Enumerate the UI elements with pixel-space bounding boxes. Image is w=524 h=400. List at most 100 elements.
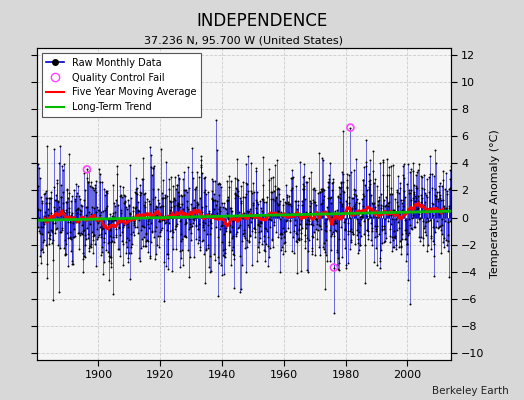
Point	[88, 204, 96, 210]
Point	[227, 205, 235, 212]
Point	[248, 214, 257, 220]
Point	[328, 187, 336, 193]
Point	[174, 193, 183, 199]
Point	[193, 169, 202, 176]
Point	[79, 228, 87, 234]
Point	[174, 203, 182, 210]
Point	[344, 231, 353, 237]
Point	[172, 202, 181, 208]
Point	[155, 218, 163, 224]
Point	[44, 212, 52, 218]
Point	[217, 239, 226, 246]
Point	[314, 244, 323, 250]
Point	[183, 204, 192, 210]
Point	[433, 218, 441, 224]
Point	[107, 254, 116, 260]
Point	[394, 219, 402, 226]
Point	[368, 225, 377, 231]
Point	[176, 218, 184, 224]
Point	[333, 247, 342, 253]
Point	[70, 216, 79, 223]
Point	[200, 251, 208, 257]
Point	[260, 232, 268, 239]
Point	[301, 244, 309, 251]
Point	[367, 192, 375, 198]
Point	[323, 195, 332, 202]
Point	[291, 198, 299, 205]
Point	[396, 238, 404, 244]
Point	[130, 224, 139, 230]
Point	[309, 222, 317, 228]
Point	[374, 210, 383, 216]
Point	[344, 194, 353, 200]
Point	[119, 262, 127, 268]
Point	[292, 230, 300, 236]
Point	[131, 204, 139, 211]
Point	[439, 239, 447, 245]
Point	[59, 207, 67, 213]
Point	[202, 203, 211, 209]
Point	[119, 224, 128, 230]
Point	[48, 228, 56, 234]
Point	[280, 228, 288, 235]
Point	[276, 268, 284, 275]
Point	[297, 236, 305, 242]
Point	[376, 264, 384, 271]
Point	[241, 194, 249, 200]
Point	[68, 192, 77, 199]
Point	[320, 246, 329, 252]
Point	[354, 236, 363, 242]
Point	[364, 232, 372, 238]
Point	[261, 257, 269, 264]
Point	[111, 202, 119, 209]
Point	[179, 176, 188, 182]
Point	[393, 199, 401, 205]
Point	[135, 214, 143, 220]
Point	[261, 213, 269, 219]
Point	[118, 183, 127, 190]
Point	[324, 179, 332, 185]
Point	[289, 212, 298, 219]
Point	[243, 236, 252, 243]
Point	[133, 190, 141, 197]
Point	[57, 194, 66, 200]
Point	[367, 214, 376, 220]
Point	[333, 207, 341, 214]
Point	[79, 196, 88, 203]
Point	[69, 186, 78, 193]
Point	[209, 178, 217, 184]
Point	[397, 251, 405, 257]
Point	[110, 200, 118, 206]
Point	[341, 227, 349, 234]
Point	[282, 217, 291, 223]
Point	[177, 254, 185, 261]
Point	[244, 188, 253, 194]
Point	[316, 252, 324, 258]
Point	[179, 262, 187, 268]
Point	[370, 203, 379, 210]
Point	[374, 202, 382, 209]
Point	[282, 200, 290, 207]
Point	[206, 268, 215, 274]
Point	[201, 220, 209, 226]
Point	[47, 189, 56, 196]
Point	[166, 197, 174, 204]
Point	[395, 211, 403, 218]
Point	[181, 187, 189, 194]
Point	[121, 192, 129, 199]
Point	[350, 186, 358, 192]
Point	[310, 198, 318, 205]
Point	[402, 236, 410, 242]
Point	[147, 238, 155, 245]
Point	[61, 237, 70, 243]
Point	[364, 227, 373, 234]
Point	[127, 244, 136, 250]
Point	[207, 224, 215, 231]
Point	[446, 176, 455, 182]
Point	[156, 233, 165, 240]
Point	[102, 189, 110, 195]
Point	[140, 242, 149, 249]
Point	[289, 174, 298, 180]
Point	[409, 182, 418, 188]
Point	[210, 206, 218, 212]
